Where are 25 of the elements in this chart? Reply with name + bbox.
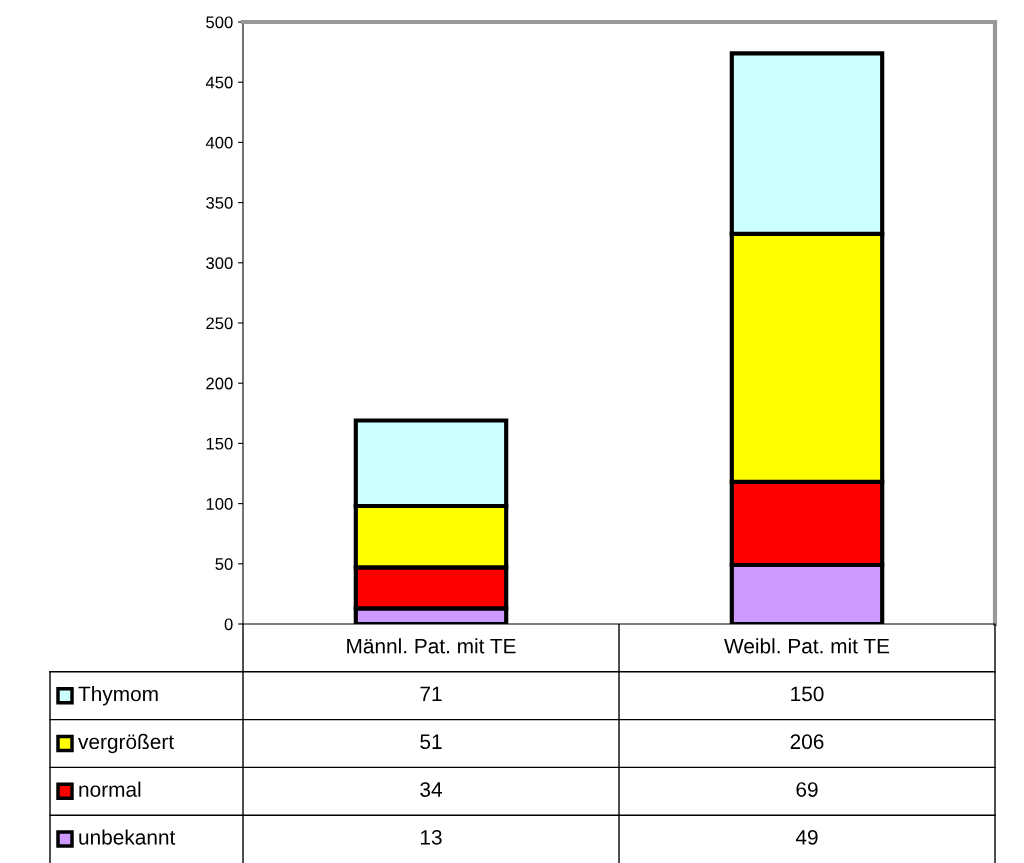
y-tick-label: 50 <box>215 558 233 570</box>
legend-label: vergrößert <box>78 733 174 754</box>
x-tick-label: Weibl. Pat. mit TE <box>724 638 890 654</box>
y-tick-label: 350 <box>206 197 233 209</box>
data-label: 206 <box>790 734 824 750</box>
data-label: 34 <box>420 782 442 797</box>
y-tick-label: 400 <box>205 136 233 149</box>
legend-label: normal <box>79 781 141 797</box>
y-tick-label: 450 <box>205 76 233 89</box>
x-tick-label: Männl. Pat. mit TE <box>347 638 516 654</box>
y-tick-label: 0 <box>224 618 233 631</box>
y-tick-label: 300 <box>206 257 233 269</box>
data-label: 150 <box>791 686 824 702</box>
data-label: 49 <box>795 829 818 845</box>
y-tick-label: 250 <box>206 317 233 330</box>
y-tick-label: 500 <box>206 16 233 29</box>
y-tick-label: 100 <box>206 498 233 510</box>
data-label: 13 <box>421 829 442 845</box>
legend-label: Thymom <box>78 685 158 706</box>
data-label: 69 <box>796 782 818 797</box>
legend-label: unbekannt <box>79 829 176 845</box>
y-tick-label: 150 <box>206 437 233 450</box>
y-tick-label: 200 <box>206 377 233 390</box>
data-label: 51 <box>420 734 442 750</box>
data-label: 71 <box>420 686 442 702</box>
